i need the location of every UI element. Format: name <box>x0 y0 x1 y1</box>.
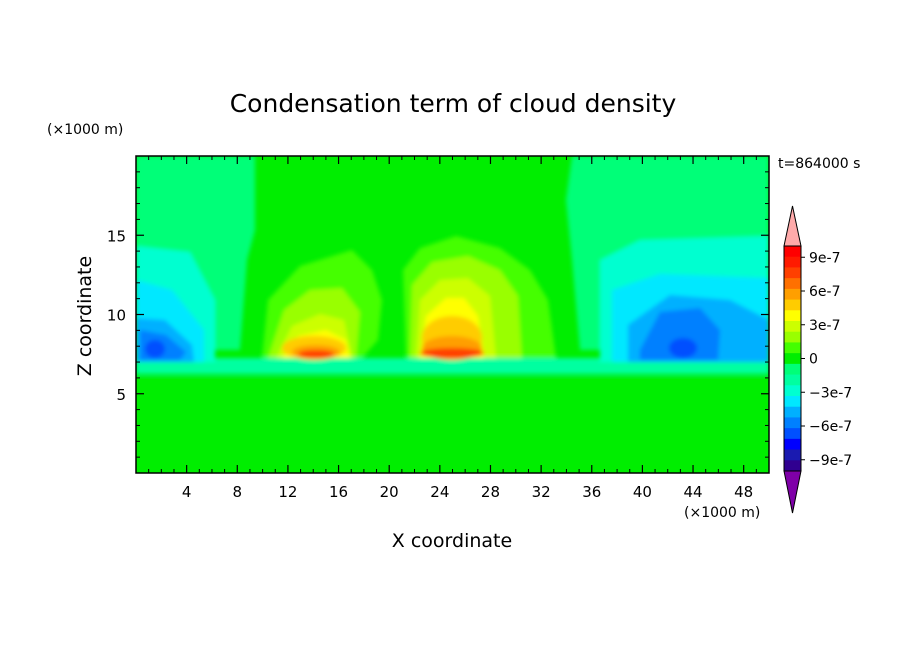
colorbar-band <box>784 353 801 365</box>
colorbar-band <box>784 417 801 429</box>
colorbar-tick-label: −3e-7 <box>809 385 852 401</box>
x-tick-label: 16 <box>329 483 348 501</box>
x-tick-label: 12 <box>278 483 297 501</box>
x-axis-ticks: 4 8 12 16 20 24 28 32 36 40 44 48 <box>148 156 757 501</box>
colorbar-tick-label: 9e-7 <box>809 250 840 266</box>
colorbar-band <box>784 428 801 440</box>
contour-left-core <box>145 340 165 358</box>
colorbar-band <box>784 278 801 290</box>
x-tick-label: 44 <box>683 483 702 501</box>
colorbar-band <box>784 396 801 408</box>
colorbar-tick-label: 3e-7 <box>809 318 840 334</box>
y-tick-label: 5 <box>116 386 126 404</box>
colorbar-band <box>784 438 801 451</box>
colorbar-band <box>784 321 801 333</box>
colorbar-band <box>784 460 801 472</box>
x-tick-label: 20 <box>380 483 399 501</box>
colorbar-band <box>784 310 801 322</box>
x-tick-label: 28 <box>481 483 500 501</box>
colorbar-band <box>784 331 801 343</box>
colorbar-band <box>784 256 801 268</box>
x-axis-label: X coordinate <box>392 530 512 552</box>
colorbar-band <box>784 288 801 301</box>
y-tick-label: 15 <box>107 227 126 245</box>
colorbar-band <box>784 246 801 258</box>
contour-plot <box>136 156 769 473</box>
x-tick-label: 36 <box>582 483 601 501</box>
contour-lower-region <box>136 376 769 473</box>
colorbar-band <box>784 449 801 461</box>
colorbar-band <box>784 374 801 386</box>
colorbar-band <box>784 385 801 397</box>
contour-right-core <box>669 338 697 358</box>
colorbar-under-arrow <box>783 470 802 514</box>
y-axis-ticks: 5 10 15 <box>107 171 769 458</box>
contour-cloud-left-core <box>298 350 334 358</box>
colorbar-tick-label: −9e-7 <box>809 453 852 469</box>
y-axis-label: Z coordinate <box>74 256 96 376</box>
contour-cloud-right-core <box>420 348 484 358</box>
y-unit-label: (×1000 m) <box>47 122 123 138</box>
colorbar-band <box>784 267 801 279</box>
y-tick-label: 10 <box>107 307 126 325</box>
x-tick-label: 24 <box>430 483 449 501</box>
time-label: t=864000 s <box>778 156 860 172</box>
colorbar-band <box>784 342 801 354</box>
x-tick-label: 40 <box>633 483 652 501</box>
x-tick-label: 8 <box>233 483 243 501</box>
colorbar-tick-label: 6e-7 <box>809 284 840 300</box>
colorbar-band <box>784 363 801 376</box>
chart-title: Condensation term of cloud density <box>230 89 677 118</box>
colorbar-band <box>784 406 801 418</box>
colorbar-over-arrow <box>783 205 802 247</box>
colorbar-tick-label: 0 <box>809 352 818 368</box>
colorbar-band <box>784 299 801 311</box>
x-tick-label: 4 <box>182 483 192 501</box>
x-unit-label: (×1000 m) <box>684 505 760 521</box>
x-tick-label: 48 <box>734 483 753 501</box>
x-tick-label: 32 <box>532 483 551 501</box>
contour-right-lobe-4 <box>640 308 720 360</box>
colorbar: 9e-7 6e-7 3e-7 0 −3e-7 −6e-7 −9e-7 <box>783 205 852 514</box>
colorbar-tick-label: −6e-7 <box>809 419 852 435</box>
